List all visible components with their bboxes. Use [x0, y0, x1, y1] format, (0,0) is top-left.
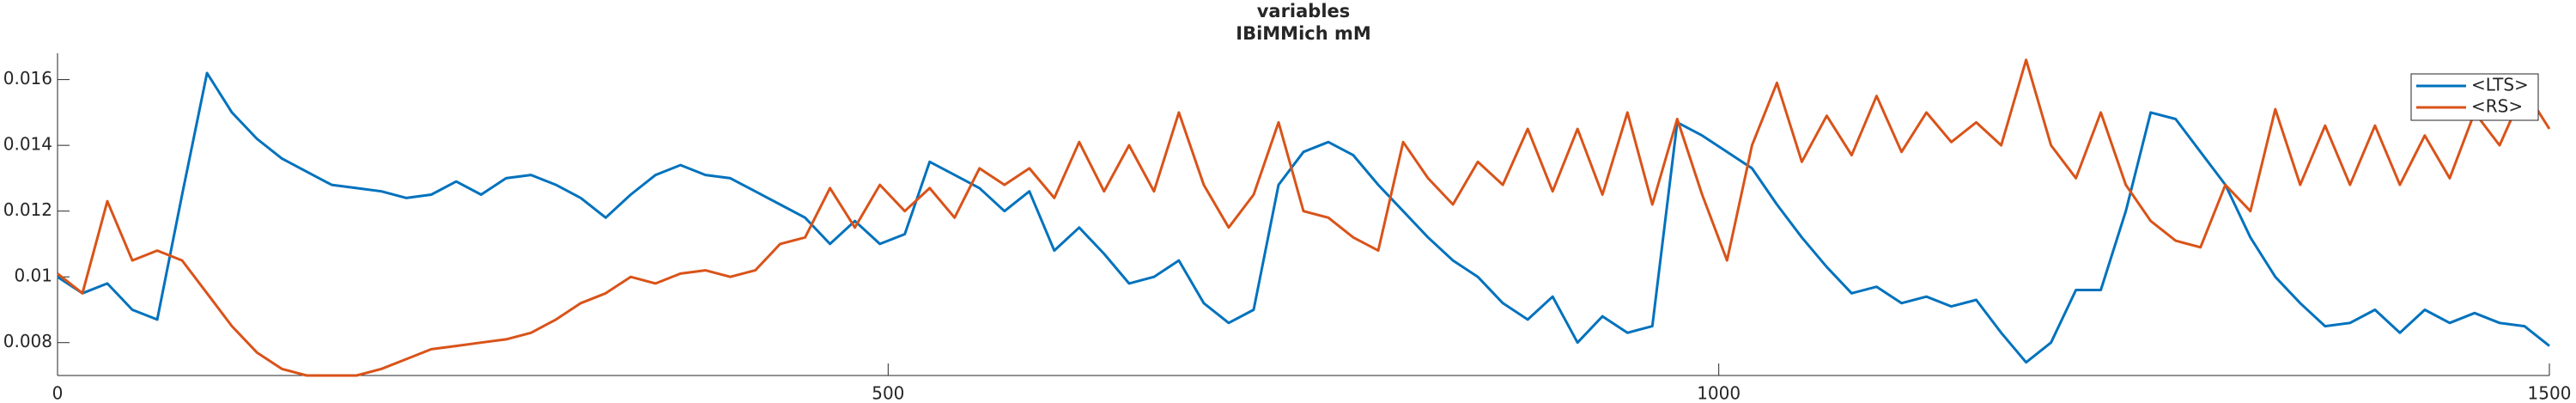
x-tick-label: 0: [52, 383, 64, 403]
legend-label: <RS>: [2471, 96, 2523, 117]
x-tick-label: 1500: [2528, 383, 2572, 403]
legend-box: [2410, 73, 2539, 121]
x-tick-label: 500: [872, 383, 904, 403]
y-tick-label: 0.014: [3, 134, 52, 155]
legend-label: <LTS>: [2471, 75, 2529, 95]
y-tick-label: 0.01: [14, 266, 52, 286]
y-tick-label: 0.008: [3, 331, 52, 351]
data-line: [57, 71, 2550, 364]
plot-area: [58, 53, 2549, 376]
chart-subtitle: IBiMMich mM: [1236, 23, 1371, 44]
y-tick-label: 0.012: [3, 199, 52, 220]
data-line: [57, 58, 2551, 377]
y-tick-label: 0.016: [3, 68, 52, 89]
x-tick-label: 1000: [1697, 383, 1741, 403]
chart-title: variables: [1257, 1, 1351, 21]
